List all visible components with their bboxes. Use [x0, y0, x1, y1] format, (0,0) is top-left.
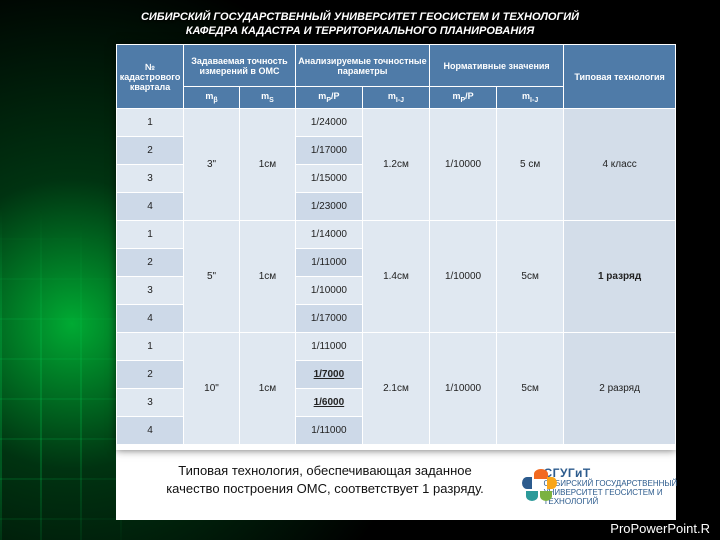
cell-mij: 1.2см	[362, 109, 429, 221]
cell-ms: 1см	[239, 333, 295, 445]
cell-ms: 1см	[239, 109, 295, 221]
cell-mpp: 1/23000	[295, 193, 362, 221]
cell-quarter: 4	[117, 417, 184, 445]
cell-np: 1/10000	[430, 221, 497, 333]
cell-mpp: 1/14000	[295, 221, 362, 249]
table-row: 110"1см1/110002.1см1/100005см2 разряд	[117, 333, 676, 361]
col-analyzed: Анализируемые точностные параметры	[295, 45, 429, 87]
col-mpp1: mP/P	[295, 87, 362, 109]
cell-nij: 5 см	[497, 109, 564, 221]
logo-text: СГУГиТ СИБИРСКИЙ ГОСУДАРСТВЕННЫЙ УНИВЕРС…	[544, 467, 681, 507]
university-logo: СГУГиТ СИБИРСКИЙ ГОСУДАРСТВЕННЫЙ УНИВЕРС…	[520, 462, 680, 512]
table-header-row-1: № кадастрового квартала Задаваемая точно…	[117, 45, 676, 87]
cell-nij: 5см	[497, 221, 564, 333]
caption-text: Типовая технология, обеспечивающая задан…	[150, 462, 500, 497]
cell-mij: 2.1см	[362, 333, 429, 445]
cell-quarter: 1	[117, 221, 184, 249]
cell-technology: 4 класс	[564, 109, 676, 221]
cell-mb: 5"	[184, 221, 240, 333]
cell-mij: 1.4см	[362, 221, 429, 333]
cell-ms: 1см	[239, 221, 295, 333]
col-mb: mβ	[184, 87, 240, 109]
col-normative: Нормативные значения	[430, 45, 564, 87]
cell-mb: 3"	[184, 109, 240, 221]
cell-mpp: 1/11000	[295, 333, 362, 361]
cell-quarter: 4	[117, 305, 184, 333]
header-line-1: СИБИРСКИЙ ГОСУДАРСТВЕННЫЙ УНИВЕРСИТЕТ ГЕ…	[0, 10, 720, 24]
footer-watermark: ProPowerPoint.R	[610, 521, 710, 536]
table-row: 13"1см1/240001.2см1/100005 см4 класс	[117, 109, 676, 137]
cell-mb: 10"	[184, 333, 240, 445]
cell-np: 1/10000	[430, 109, 497, 221]
cell-quarter: 3	[117, 277, 184, 305]
col-mij1: mI-J	[362, 87, 429, 109]
cell-quarter: 4	[117, 193, 184, 221]
header-line-2: КАФЕДРА КАДАСТРА И ТЕРРИТОРИАЛЬНОГО ПЛАН…	[0, 24, 720, 38]
logo-mark-icon	[520, 467, 538, 507]
cell-mpp: 1/11000	[295, 417, 362, 445]
cell-quarter: 1	[117, 109, 184, 137]
cell-np: 1/10000	[430, 333, 497, 445]
cell-mpp: 1/11000	[295, 249, 362, 277]
cell-nij: 5см	[497, 333, 564, 445]
cell-quarter: 1	[117, 333, 184, 361]
col-ms: mS	[239, 87, 295, 109]
cell-quarter: 2	[117, 361, 184, 389]
data-table-container: № кадастрового квартала Задаваемая точно…	[116, 44, 676, 450]
cell-quarter: 3	[117, 389, 184, 417]
cell-technology: 1 разряд	[564, 221, 676, 333]
cell-mpp: 1/7000	[295, 361, 362, 389]
col-tech: Типовая технология	[564, 45, 676, 109]
col-accuracy: Задаваемая точность измерений в ОМС	[184, 45, 296, 87]
cell-mpp: 1/24000	[295, 109, 362, 137]
col-mpp2: mP/P	[430, 87, 497, 109]
logo-full: СИБИРСКИЙ ГОСУДАРСТВЕННЫЙ УНИВЕРСИТЕТ ГЕ…	[544, 479, 678, 506]
cell-mpp: 1/15000	[295, 165, 362, 193]
table-body: 13"1см1/240001.2см1/100005 см4 класс21/1…	[117, 109, 676, 445]
accuracy-table: № кадастрового квартала Задаваемая точно…	[116, 44, 676, 445]
cell-technology: 2 разряд	[564, 333, 676, 445]
cell-quarter: 2	[117, 249, 184, 277]
slide-header: СИБИРСКИЙ ГОСУДАРСТВЕННЫЙ УНИВЕРСИТЕТ ГЕ…	[0, 10, 720, 39]
cell-mpp: 1/10000	[295, 277, 362, 305]
table-row: 15"1см1/140001.4см1/100005см1 разряд	[117, 221, 676, 249]
cell-quarter: 2	[117, 137, 184, 165]
col-mij2: mI-J	[497, 87, 564, 109]
cell-mpp: 1/17000	[295, 305, 362, 333]
cell-mpp: 1/6000	[295, 389, 362, 417]
cell-quarter: 3	[117, 165, 184, 193]
cell-mpp: 1/17000	[295, 137, 362, 165]
col-quarter: № кадастрового квартала	[117, 45, 184, 109]
